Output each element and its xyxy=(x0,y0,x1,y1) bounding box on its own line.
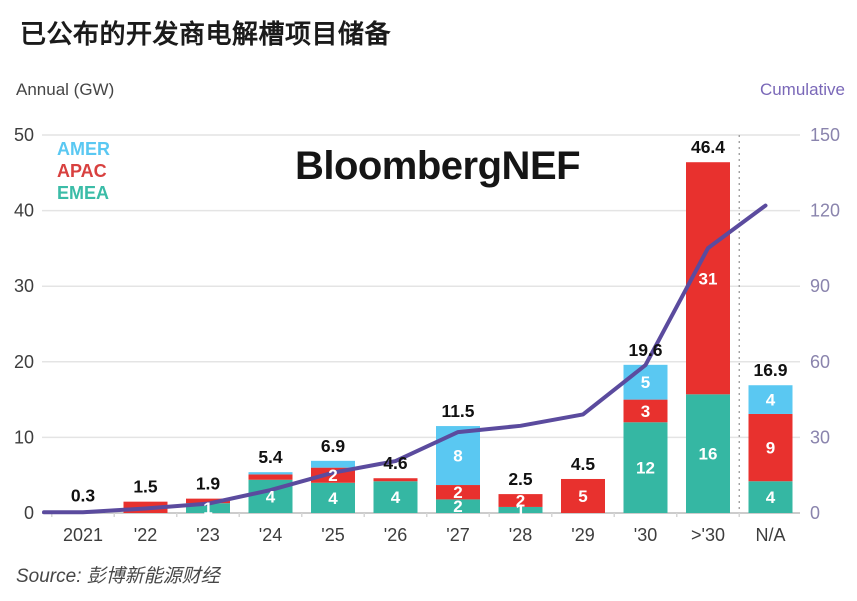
bar-value-label: 1 xyxy=(203,499,212,518)
bloombergnef-watermark: BloombergNEF xyxy=(294,144,581,188)
bar-total-label: 2.5 xyxy=(508,469,533,489)
bar-value-label: 8 xyxy=(453,447,462,466)
bar-value-label: 5 xyxy=(641,373,650,392)
bar-value-label: 3 xyxy=(641,402,650,421)
bar-segment-emea-23 xyxy=(186,503,230,513)
x-axis-label: '25 xyxy=(321,525,344,545)
y-axis-tick-label-right: 150 xyxy=(810,125,840,145)
bar-segment-emea-26 xyxy=(373,481,418,513)
x-axis-label: >'30 xyxy=(691,525,725,545)
bar-segment-amer-30 xyxy=(623,364,668,400)
bar-segment-apac-27 xyxy=(436,485,480,500)
legend-item-amer: AMER xyxy=(57,138,110,160)
x-axis-label: '27 xyxy=(446,525,469,545)
bar-segment-apac-28 xyxy=(498,494,543,507)
bar-total-label: 19.6 xyxy=(628,340,662,360)
x-axis-label: '23 xyxy=(196,525,219,545)
x-axis-label: 2021 xyxy=(63,525,103,545)
bar-segment-amer-25 xyxy=(311,460,355,468)
bar-value-label: 16 xyxy=(699,445,718,464)
bar-segment-apac-23 xyxy=(186,498,230,504)
bar-value-label: 4 xyxy=(766,391,776,410)
bar-value-label: 1 xyxy=(516,501,525,520)
y-axis-tick-label-left: 50 xyxy=(14,125,34,145)
bar-segment-emea-30 xyxy=(686,394,730,513)
bar-value-label: 9 xyxy=(766,439,775,458)
bar-value-label: 4 xyxy=(391,488,401,507)
bar-total-label: 11.5 xyxy=(441,401,474,421)
y-axis-tick-label-right: 120 xyxy=(810,201,840,221)
bar-value-label: 2 xyxy=(453,483,462,502)
bar-segment-apac-24 xyxy=(248,474,293,480)
bar-segment-emea-30 xyxy=(623,422,668,513)
bar-total-label: 4.5 xyxy=(571,454,596,474)
bar-value-label: 4 xyxy=(266,487,276,506)
bar-segment-amer-27 xyxy=(436,426,480,486)
bar-total-label: 16.9 xyxy=(753,360,787,380)
y-axis-tick-label-right: 60 xyxy=(810,352,830,372)
legend-label-amer: AMER xyxy=(57,139,110,159)
left-axis-label: Annual (GW) xyxy=(16,80,115,99)
bar-segment-emea-25 xyxy=(311,482,355,513)
bar-value-label: 12 xyxy=(636,459,655,478)
bar-value-label: 2 xyxy=(516,492,525,511)
right-axis-label: Cumulative xyxy=(759,80,845,99)
bar-segment-amer-NA xyxy=(748,385,793,414)
chart-legend: AMER APAC EMEA xyxy=(57,138,110,204)
y-axis-tick-label-left: 40 xyxy=(14,201,34,221)
y-axis-tick-label-right: 30 xyxy=(810,427,830,447)
chart-title: 已公布的开发商电解槽项目储备 xyxy=(20,19,392,49)
cumulative-line xyxy=(42,203,768,515)
bar-total-label: 1.9 xyxy=(196,474,221,494)
x-axis-label: '28 xyxy=(509,525,532,545)
bar-value-label: 2 xyxy=(453,497,462,516)
bar-segment-emea-NA xyxy=(748,481,793,513)
y-axis-tick-label-left: 20 xyxy=(14,352,34,372)
bar-total-label: 0.3 xyxy=(71,486,96,506)
bar-segment-amer-24 xyxy=(248,472,293,475)
source-attribution: Source: 彭博新能源财经 xyxy=(16,566,220,587)
bar-value-label: 31 xyxy=(699,269,718,288)
bar-value-label: 4 xyxy=(328,489,338,508)
bar-value-label: 2 xyxy=(328,466,337,485)
legend-item-apac: APAC xyxy=(57,160,110,182)
x-axis-label: '22 xyxy=(134,525,157,545)
x-axis-label: '29 xyxy=(571,525,594,545)
bar-segment-emea-28 xyxy=(498,506,543,513)
bar-total-label: 46.4 xyxy=(691,137,725,157)
x-axis-label: '30 xyxy=(634,525,657,545)
y-axis-tick-label-right: 0 xyxy=(810,503,820,523)
y-axis-tick-label-left: 30 xyxy=(14,276,34,296)
y-axis-tick-label-right: 90 xyxy=(810,276,830,296)
bar-total-label: 5.4 xyxy=(258,447,283,467)
x-axis-label: N/A xyxy=(755,525,785,545)
bar-total-label: 6.9 xyxy=(321,436,346,456)
y-axis-tick-label-left: 10 xyxy=(14,427,34,447)
x-axis-label: '26 xyxy=(384,525,407,545)
x-axis-label: '24 xyxy=(259,525,282,545)
bar-segment-apac-29 xyxy=(561,478,605,513)
legend-item-emea: EMEA xyxy=(57,182,110,204)
bar-value-label: 5 xyxy=(578,487,587,506)
legend-label-apac: APAC xyxy=(57,161,107,181)
bar-total-label: 4.6 xyxy=(383,453,408,473)
bar-segment-apac-30 xyxy=(623,399,668,423)
bar-segment-emea-27 xyxy=(436,499,480,513)
bar-segment-apac-NA xyxy=(748,413,793,482)
bar-value-label: 4 xyxy=(766,488,776,507)
legend-label-emea: EMEA xyxy=(57,183,110,203)
bar-total-label: 1.5 xyxy=(133,477,158,497)
bar-segment-apac-26 xyxy=(373,478,418,482)
y-axis-tick-label-left: 0 xyxy=(24,503,34,523)
